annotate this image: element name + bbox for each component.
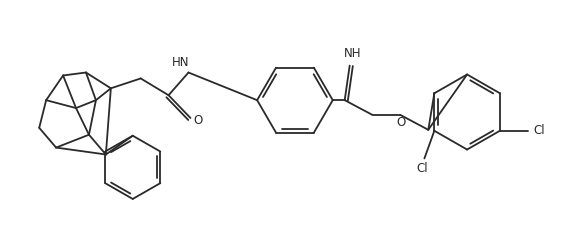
Text: Cl: Cl <box>534 124 545 137</box>
Text: O: O <box>397 116 406 129</box>
Text: NH: NH <box>344 47 361 60</box>
Text: HN: HN <box>172 56 189 69</box>
Text: O: O <box>194 114 203 127</box>
Text: Cl: Cl <box>417 162 428 175</box>
